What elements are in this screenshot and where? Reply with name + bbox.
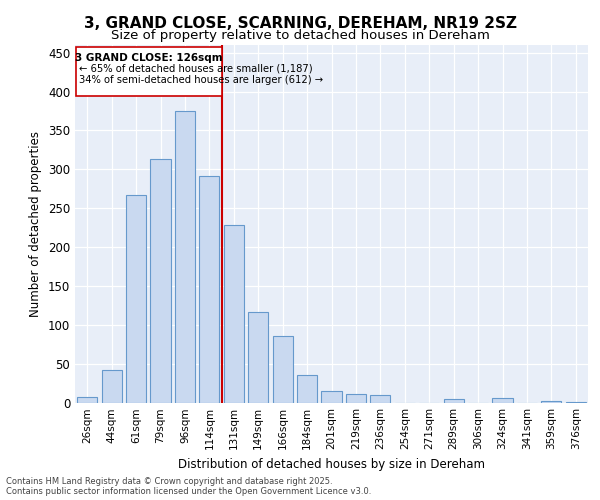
Bar (346, 394, 366, 402)
Bar (248, 312, 268, 402)
Bar (322, 391, 341, 402)
FancyBboxPatch shape (76, 46, 222, 96)
Bar (272, 336, 293, 402)
X-axis label: Distribution of detached houses by size in Dereham: Distribution of detached houses by size … (178, 458, 485, 471)
Text: Contains HM Land Registry data © Crown copyright and database right 2025.
Contai: Contains HM Land Registry data © Crown c… (6, 476, 371, 496)
Bar (175, 111, 195, 403)
Text: ← 65% of detached houses are smaller (1,187): ← 65% of detached houses are smaller (1,… (79, 64, 313, 74)
Bar (126, 195, 146, 402)
Bar (101, 370, 122, 402)
Bar (77, 397, 97, 402)
Bar (199, 176, 220, 402)
Text: 34% of semi-detached houses are larger (612) →: 34% of semi-detached houses are larger (… (79, 74, 323, 85)
Text: Size of property relative to detached houses in Dereham: Size of property relative to detached ho… (110, 29, 490, 42)
Text: 3, GRAND CLOSE, SCARNING, DEREHAM, NR19 2SZ: 3, GRAND CLOSE, SCARNING, DEREHAM, NR19 … (83, 16, 517, 31)
Bar (370, 394, 391, 402)
Y-axis label: Number of detached properties: Number of detached properties (29, 130, 43, 317)
Bar (151, 159, 170, 402)
Text: 3 GRAND CLOSE: 126sqm: 3 GRAND CLOSE: 126sqm (76, 53, 223, 63)
Bar (541, 401, 562, 402)
Bar (297, 376, 317, 402)
Bar (224, 226, 244, 402)
Bar (443, 398, 464, 402)
Bar (493, 398, 512, 402)
